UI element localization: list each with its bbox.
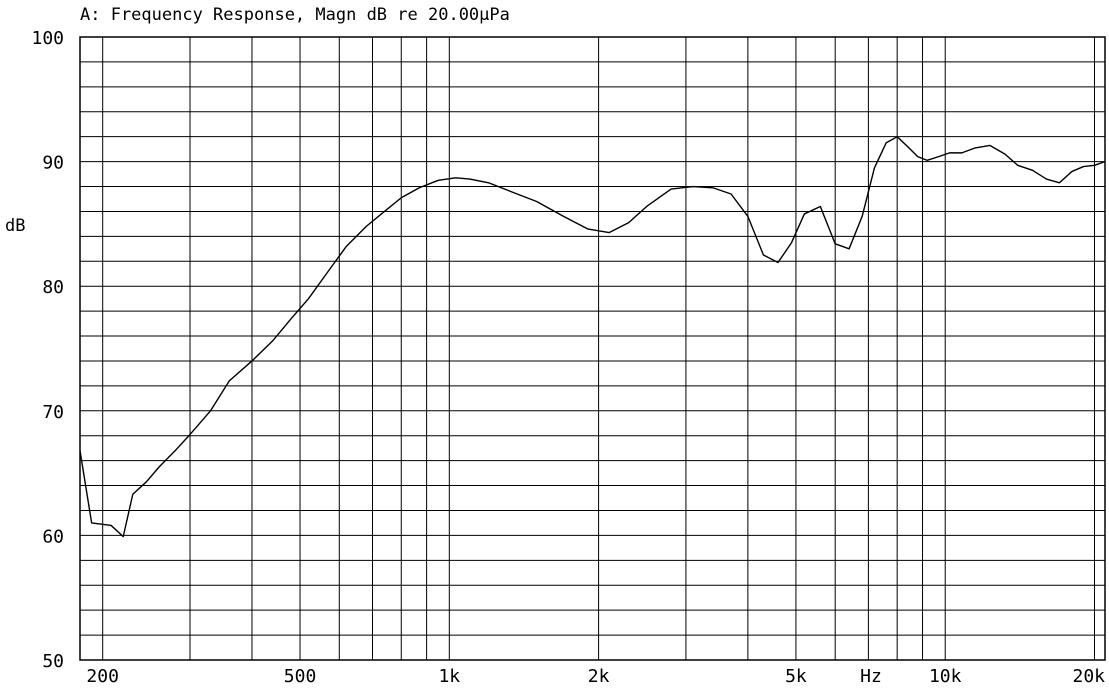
x-tick-label: 2k xyxy=(588,666,610,687)
x-tick-label: 500 xyxy=(284,666,317,687)
y-tick-label: 50 xyxy=(42,651,64,672)
labels: A: Frequency Response, Magn dB re 20.00µ… xyxy=(5,5,1105,687)
y-tick-label: 80 xyxy=(42,277,64,298)
x-tick-label: 10k xyxy=(929,666,962,687)
x-tick-label: 5k xyxy=(785,666,807,687)
y-tick-label: 100 xyxy=(31,28,64,49)
grid xyxy=(79,36,1106,661)
x-tick-label: 1k xyxy=(438,666,460,687)
x-tick-label: 20k xyxy=(1072,666,1105,687)
y-tick-label: 90 xyxy=(42,153,64,174)
response-curve xyxy=(79,135,1106,538)
y-tick-label: 60 xyxy=(42,526,64,547)
y-tick-label: 70 xyxy=(42,402,64,423)
series-layer xyxy=(79,135,1106,538)
y-axis-label: dB xyxy=(5,216,25,236)
x-tick-label: 200 xyxy=(86,666,119,687)
x-axis-unit-label: Hz xyxy=(860,666,882,687)
chart-title: A: Frequency Response, Magn dB re 20.00µ… xyxy=(80,5,510,25)
plot-frame xyxy=(79,36,1106,661)
